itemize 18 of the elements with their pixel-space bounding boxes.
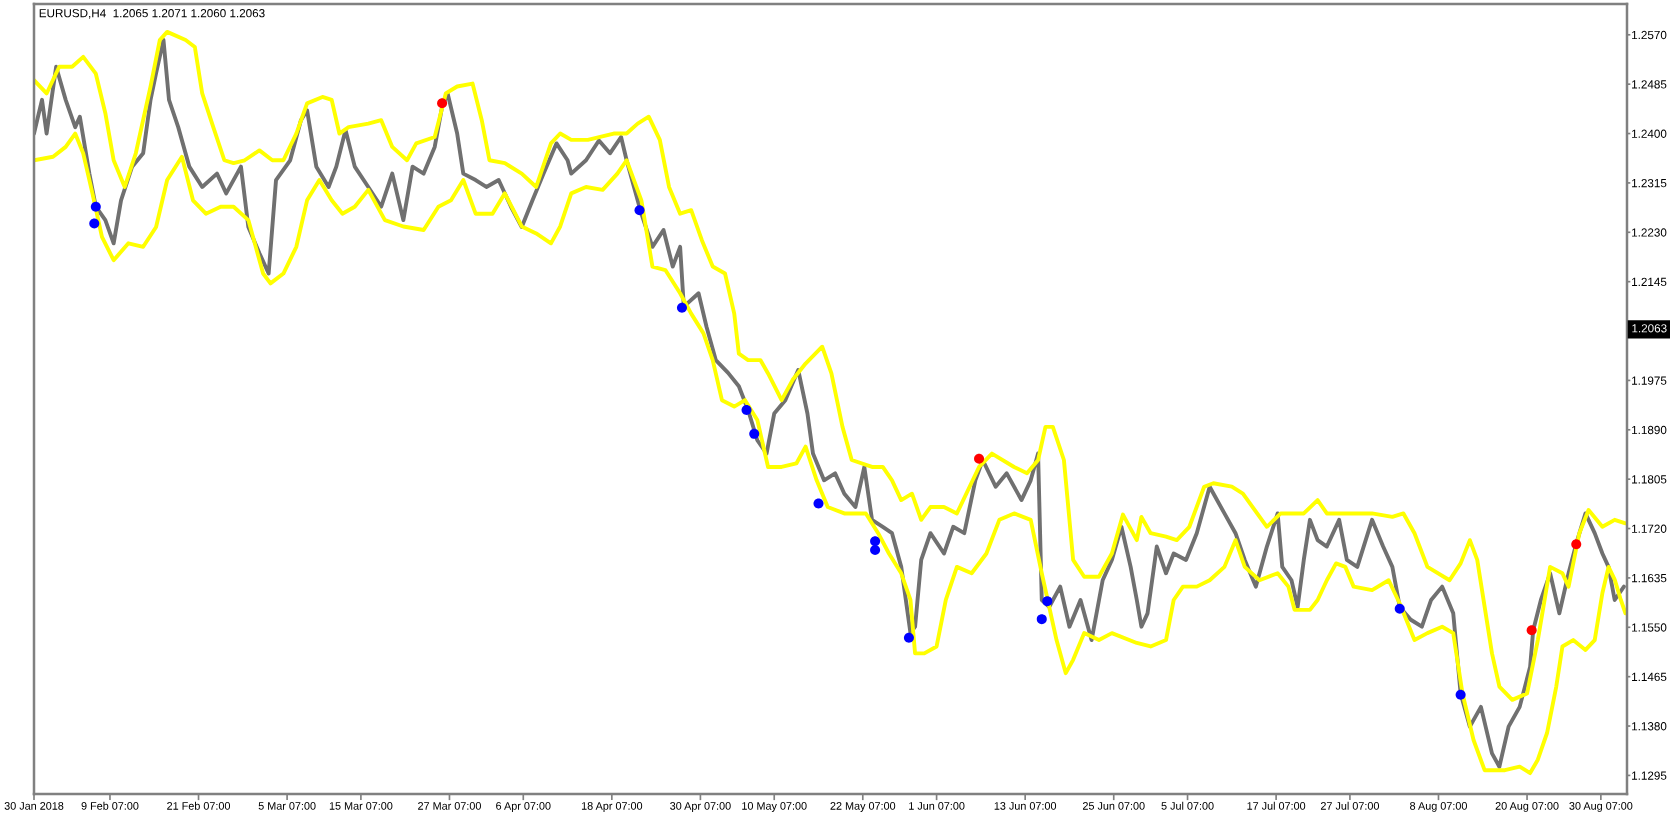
point <box>1394 603 1405 614</box>
point <box>1571 539 1582 550</box>
point <box>1036 614 1047 625</box>
point <box>676 302 687 313</box>
point <box>634 205 645 216</box>
point <box>903 632 914 643</box>
point <box>89 218 100 229</box>
point <box>749 428 760 439</box>
point <box>437 98 448 109</box>
point <box>813 498 824 509</box>
point <box>90 201 101 212</box>
point <box>1042 596 1053 607</box>
point <box>870 536 881 547</box>
point <box>741 405 752 416</box>
point <box>974 453 985 464</box>
point <box>1526 625 1537 636</box>
point <box>1455 689 1466 700</box>
point <box>870 545 881 556</box>
